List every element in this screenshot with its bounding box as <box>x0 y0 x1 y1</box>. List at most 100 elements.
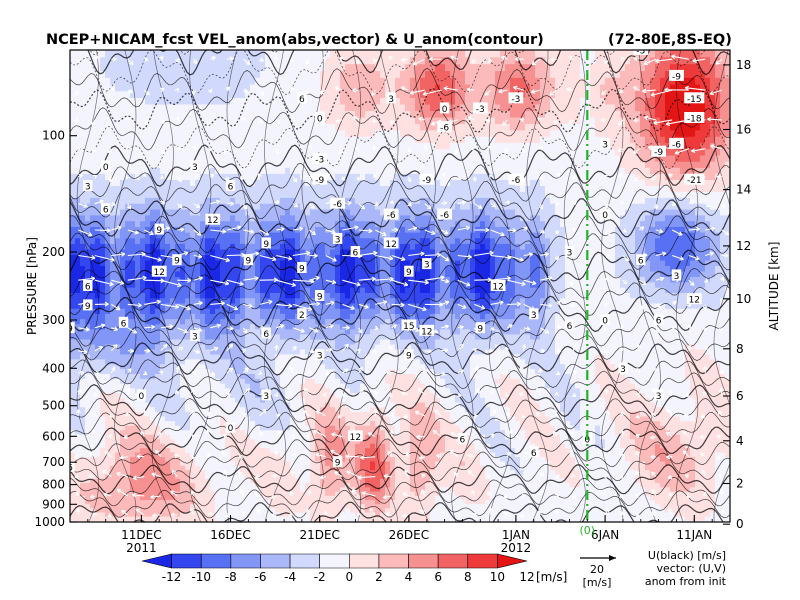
heatmap-cell <box>150 358 156 365</box>
heatmap-cell <box>200 56 206 65</box>
heatmap-cell <box>295 511 301 517</box>
heatmap-cell <box>315 161 321 168</box>
heatmap-cell <box>235 220 241 227</box>
heatmap-cell <box>310 318 316 325</box>
heatmap-cell <box>100 243 106 250</box>
heatmap-cell <box>285 438 291 444</box>
heatmap-cell <box>70 292 76 299</box>
heatmap-cell <box>215 318 221 325</box>
heatmap-cell <box>220 411 226 417</box>
heatmap-cell <box>95 318 101 325</box>
heatmap-cell <box>125 397 131 403</box>
heatmap-cell <box>130 387 136 394</box>
heatmap-cell <box>200 129 206 137</box>
heatmap-cell <box>275 56 281 65</box>
heatmap-cell <box>165 270 171 277</box>
heatmap-cell <box>85 465 91 471</box>
heatmap-cell <box>105 425 111 431</box>
heatmap-cell <box>235 333 241 340</box>
heatmap-cell <box>235 7 241 15</box>
heatmap-cell <box>290 254 296 261</box>
heatmap-cell <box>235 308 241 314</box>
heatmap-cell <box>260 373 266 379</box>
heatmap-cell <box>280 486 286 492</box>
heatmap-cell <box>250 77 256 85</box>
heatmap-cell <box>270 383 276 389</box>
heatmap-cell <box>115 302 121 309</box>
heatmap-cell <box>175 338 181 345</box>
heatmap-cell <box>160 516 166 521</box>
heatmap-cell <box>270 148 276 156</box>
heatmap-cell <box>270 516 276 521</box>
heatmap-cell <box>310 136 316 144</box>
heatmap-cell <box>300 383 306 389</box>
heatmap-cell <box>260 507 266 513</box>
heatmap-cell <box>295 197 301 204</box>
heatmap-cell <box>90 167 96 174</box>
heatmap-cell <box>185 397 191 403</box>
heatmap-cell <box>150 415 156 422</box>
heatmap-cell <box>135 21 141 29</box>
heatmap-cell <box>220 328 226 335</box>
heatmap-cell <box>285 503 291 509</box>
heatmap-cell <box>225 438 231 444</box>
heatmap-cell <box>135 136 141 144</box>
heatmap-cell <box>250 456 256 462</box>
heatmap-cell <box>290 287 296 293</box>
heatmap-cell <box>275 21 281 29</box>
heatmap-cell <box>155 77 161 85</box>
heatmap-cell <box>290 313 296 320</box>
heatmap-cell <box>315 237 321 244</box>
heatmap-cell <box>165 318 171 325</box>
heatmap-cell <box>235 50 241 58</box>
heatmap-cell <box>295 452 301 458</box>
heatmap-cell <box>210 383 216 389</box>
heatmap-cell <box>200 185 206 192</box>
heatmap-cell <box>80 237 86 244</box>
heatmap-cell <box>75 129 81 137</box>
heatmap-cell <box>215 415 221 422</box>
heatmap-cell <box>70 478 76 484</box>
heatmap-cell <box>140 313 146 320</box>
heatmap-cell <box>200 173 206 180</box>
heatmap-cell <box>150 56 156 65</box>
heatmap-cell <box>170 460 176 466</box>
heatmap-cell <box>95 209 101 216</box>
heatmap-cell <box>260 343 266 350</box>
heatmap-cell <box>140 338 146 345</box>
heatmap-cell <box>75 21 81 29</box>
heatmap-cell <box>150 438 156 444</box>
heatmap-cell <box>215 110 221 118</box>
heatmap-cell <box>220 343 226 350</box>
heatmap-cell <box>110 103 116 112</box>
heatmap-cell <box>110 308 116 314</box>
heatmap-cell <box>85 495 91 500</box>
heatmap-cell <box>170 50 176 58</box>
heatmap-cell <box>200 368 206 374</box>
heatmap-cell <box>140 237 146 244</box>
heatmap-cell <box>280 209 286 216</box>
heatmap-cell <box>165 507 171 513</box>
heatmap-cell <box>315 378 321 384</box>
heatmap-cell <box>145 129 151 137</box>
heatmap-cell <box>240 179 246 186</box>
heatmap-cell <box>230 343 236 350</box>
heatmap-cell <box>260 313 266 320</box>
heatmap-cell <box>245 14 251 22</box>
heatmap-cell <box>150 297 156 304</box>
heatmap-cell <box>175 373 181 379</box>
heatmap-cell <box>190 226 196 233</box>
heatmap-cell <box>100 276 106 283</box>
heatmap-cell <box>185 378 191 384</box>
heatmap-cell <box>225 343 231 350</box>
heatmap-cell <box>210 292 216 299</box>
heatmap-cell <box>280 83 286 92</box>
heatmap-cell <box>265 482 271 488</box>
heatmap-cell <box>205 490 211 496</box>
heatmap-cell <box>135 254 141 261</box>
heatmap-cell <box>250 338 256 345</box>
heatmap-cell <box>110 383 116 389</box>
heatmap-cell <box>275 378 281 384</box>
heatmap-cell <box>290 447 296 453</box>
heatmap-cell <box>255 259 261 267</box>
